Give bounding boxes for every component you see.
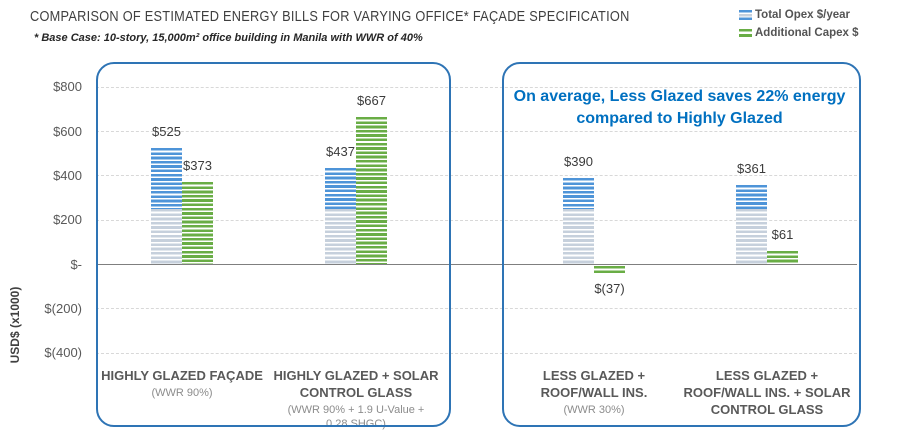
category-label: LESS GLAZED + ROOF/WALL INS. (WWR 30%) [517,368,672,418]
opex-value-label: $437 [326,143,355,159]
legend-label-opex: Total Opex $/year [755,9,851,21]
opex-value-label: $390 [564,154,593,170]
category-sublabel-text: (WWR 90%) [151,386,213,399]
savings-annotation: On average, Less Glazed saves 22% energy… [513,88,846,127]
legend-item-opex: Total Opex $/year [739,6,859,24]
chart-title: COMPARISON OF ESTIMATED ENERGY BILLS FOR… [30,9,630,25]
opex-bar-blue-segment [736,184,767,210]
legend-item-capex: Additional Capex $ [739,24,859,42]
opex-bar-grey-segment [736,209,767,265]
chart-subtitle: * Base Case: 10-story, 15,000m² office b… [34,32,423,44]
gridline [96,175,857,177]
category-label-text: LESS GLAZED + ROOF/WALL INS. + SOLAR CON… [683,368,851,417]
category-label: LESS GLAZED + ROOF/WALL INS. + SOLAR CON… [680,368,855,419]
y-tick-label: $- [70,256,82,272]
legend-label-capex: Additional Capex $ [755,27,859,39]
opex-bar [563,178,594,265]
y-axis-title: USD$ (x1000) [8,286,22,364]
capex-value-label: $373 [183,157,212,173]
opex-bar-blue-segment [563,178,594,210]
y-tick-label: $800 [53,79,82,95]
y-tick-label: $400 [53,167,82,183]
gridline [96,86,857,88]
gridline [96,308,857,310]
gridline [96,219,857,221]
highly-glazed-panel [96,62,451,427]
opex-value-label: $525 [152,124,181,140]
y-tick-label: $200 [53,212,82,228]
capex-value-label: $(37) [594,280,625,296]
less-glazed-panel [502,62,861,427]
y-tick-label: $600 [53,123,82,139]
capex-bar [594,265,625,274]
opex-bar-grey-segment [325,209,356,265]
category-label-text: HIGHLY GLAZED + SOLAR CONTROL GLASS [273,368,439,400]
opex-bar [325,167,356,265]
opex-swatch-icon [739,10,752,20]
y-tick-label: $(200) [44,300,82,316]
gridline [96,352,857,354]
capex-bar [182,181,213,265]
category-label: HIGHLY GLAZED FAÇADE (WWR 90%) [82,368,282,401]
capex-value-label: $61 [771,226,794,242]
capex-bar [356,116,387,265]
opex-value-label: $361 [737,160,766,176]
opex-bar-blue-segment [325,167,356,210]
y-tick-label: $(400) [44,345,82,361]
opex-bar-blue-segment [151,148,182,210]
opex-bar [736,184,767,265]
category-label-text: HIGHLY GLAZED FAÇADE [101,368,263,383]
category-label-text: LESS GLAZED + ROOF/WALL INS. [540,368,648,400]
opex-bar-grey-segment [563,209,594,265]
x-axis-line [96,264,857,265]
legend: Total Opex $/year Additional Capex $ [739,6,859,42]
category-sublabel-text: (WWR 30%) [563,403,625,416]
opex-bar-grey-segment [151,209,182,265]
capex-value-label: $667 [357,92,386,108]
capex-swatch-icon [739,29,752,37]
gridline [96,131,857,133]
capex-bar [767,250,798,265]
opex-bar [151,148,182,265]
